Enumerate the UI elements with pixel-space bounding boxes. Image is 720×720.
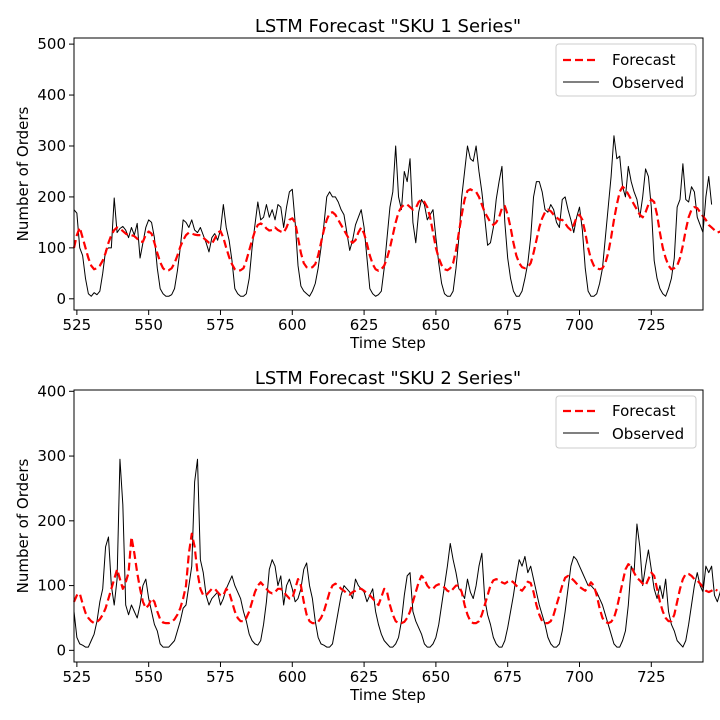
x-tick-label: 575 [206, 316, 235, 334]
chart-panel-sku1: LSTM Forecast "SKU 1 Series" Time Step N… [14, 16, 720, 352]
series-lines [72, 458, 720, 648]
x-tick-label: 725 [637, 316, 666, 334]
y-tick-label: 100 [37, 239, 66, 257]
series-line-forecast [72, 185, 720, 272]
axis-ticks: 525 550 575 600 625 650 675 700 725 0 100 200 300 400… [37, 35, 665, 334]
y-tick-label: 300 [37, 137, 66, 155]
series-line-observed [73, 135, 713, 297]
y-tick-label: 0 [56, 290, 66, 308]
x-tick-label: 600 [278, 316, 307, 334]
y-tick-label: 200 [37, 188, 66, 206]
y-tick-label: 100 [37, 577, 66, 595]
legend: Forecast Observed [555, 43, 697, 97]
x-tick-label: 600 [278, 668, 307, 686]
axis-ticks: 525 550 575 600 625 650 675 700 725 0 100 200 300 400 [37, 382, 665, 686]
y-tick-label: 200 [37, 512, 66, 530]
x-tick-label: 550 [134, 668, 163, 686]
legend-box [555, 395, 697, 449]
x-tick-label: 650 [422, 668, 451, 686]
series-lines [72, 135, 720, 297]
y-axis-label: Number of Orders [14, 458, 32, 593]
series-line-forecast [72, 532, 718, 625]
x-tick-label: 650 [422, 316, 451, 334]
x-tick-label: 700 [565, 316, 594, 334]
y-tick-label: 400 [37, 86, 66, 104]
x-tick-label: 525 [63, 668, 92, 686]
chart-panel-sku2: LSTM Forecast "SKU 2 Series" Time Step N… [14, 368, 720, 704]
legend-forecast-label: Forecast [612, 402, 676, 420]
legend-observed-label: Observed [612, 74, 684, 92]
x-tick-label: 625 [350, 668, 379, 686]
x-tick-label: 550 [134, 316, 163, 334]
x-tick-label: 725 [637, 668, 666, 686]
y-axis-label: Number of Orders [14, 106, 32, 241]
x-axis-label: Time Step [349, 334, 426, 352]
x-tick-label: 700 [565, 668, 594, 686]
x-tick-label: 625 [350, 316, 379, 334]
x-tick-label: 575 [206, 668, 235, 686]
legend-forecast-label: Forecast [612, 51, 676, 69]
chart-title: LSTM Forecast "SKU 1 Series" [255, 16, 521, 37]
legend-box [555, 43, 697, 97]
y-tick-label: 500 [37, 35, 66, 53]
x-tick-label: 675 [493, 316, 522, 334]
plot-frame [73, 389, 704, 663]
chart-title: LSTM Forecast "SKU 2 Series" [255, 368, 521, 389]
x-tick-label: 675 [493, 668, 522, 686]
x-axis-label: Time Step [349, 686, 426, 704]
y-tick-label: 0 [56, 641, 66, 659]
x-tick-label: 525 [63, 316, 92, 334]
legend: Forecast Observed [555, 395, 697, 449]
y-tick-label: 400 [37, 382, 66, 400]
y-tick-label: 300 [37, 447, 66, 465]
plot-frame [73, 37, 704, 311]
series-line-observed [73, 458, 720, 648]
legend-observed-label: Observed [612, 425, 684, 443]
